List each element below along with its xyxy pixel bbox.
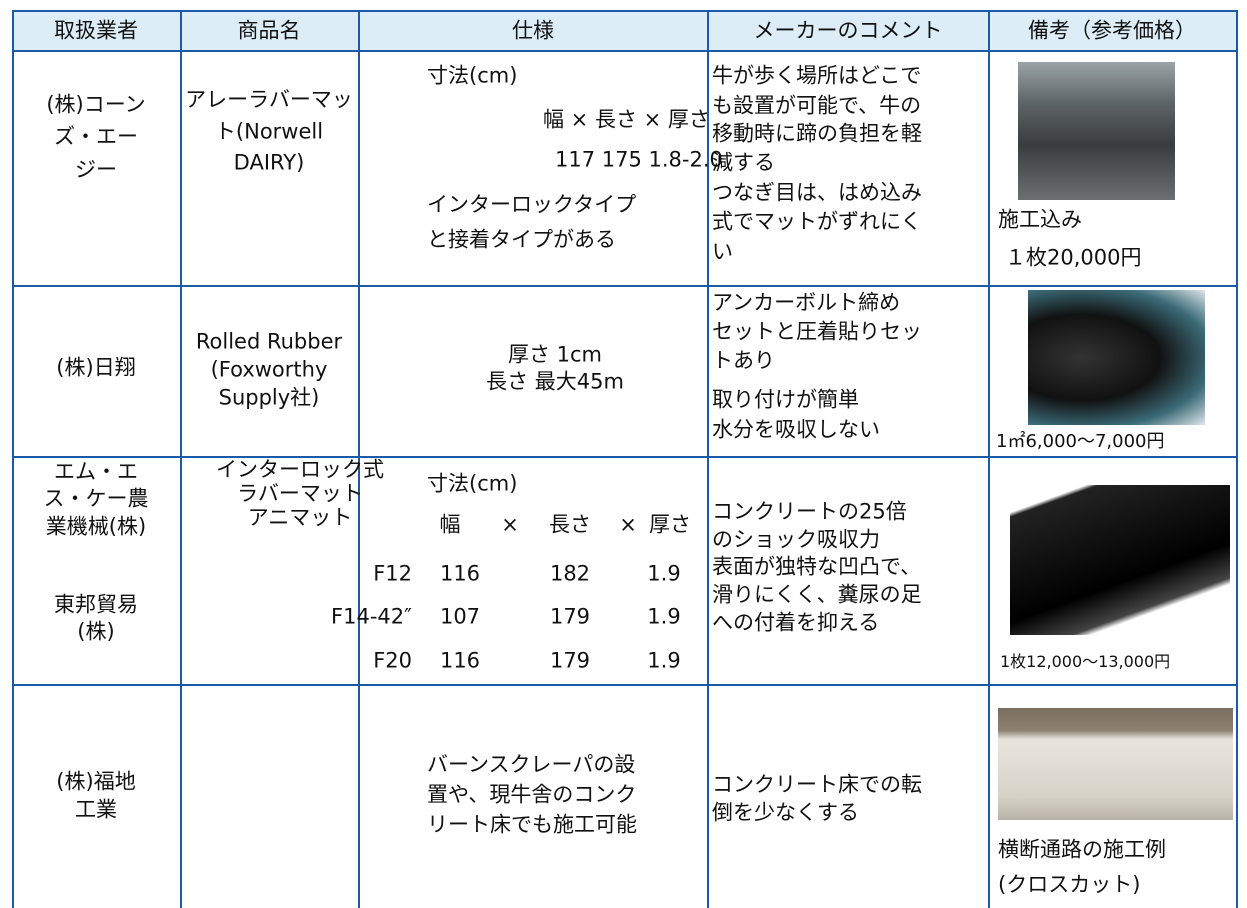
- dimension-value: 116: [439, 561, 481, 586]
- table-border: [12, 50, 1237, 52]
- table-border: [988, 10, 990, 908]
- table-border: [180, 10, 182, 908]
- dimension-value: 179: [549, 648, 591, 673]
- remark-text: １枚20,000円: [1005, 245, 1142, 270]
- spec-header: ×: [619, 512, 637, 537]
- spec-text: 幅 × 長さ × 厚さ: [543, 107, 710, 132]
- table-border: [12, 10, 1237, 12]
- table-border: [12, 285, 1237, 287]
- column-header: 取扱業者: [54, 18, 138, 43]
- company-name: エム・エ: [54, 459, 138, 484]
- company-name: 工業: [75, 797, 117, 822]
- product-name: (Foxworthy: [210, 357, 328, 382]
- product-name: Supply社): [218, 385, 320, 410]
- comment-text: 表面が独特な凹凸で、: [712, 554, 922, 579]
- column-header: 仕様: [512, 18, 554, 43]
- company-name: ス・ケー農: [43, 486, 149, 511]
- product-name: Rolled Rubber: [195, 329, 343, 354]
- comment-text: 水分を吸収しない: [712, 417, 880, 442]
- table-border: [12, 684, 1237, 686]
- company-name: (株): [77, 619, 115, 644]
- product-photo: [998, 708, 1233, 820]
- dimension-value: 182: [549, 561, 591, 586]
- product-name: アニマット: [247, 505, 353, 530]
- comment-text: トあり: [712, 348, 775, 373]
- spec-text: 寸法(cm): [427, 63, 518, 88]
- comment-text: アンカーボルト締め: [712, 290, 901, 315]
- remark-text: 施工込み: [998, 207, 1082, 232]
- product-name: DAIRY): [233, 150, 305, 175]
- dimension-value: 179: [549, 604, 591, 629]
- table-border: [707, 10, 709, 908]
- company-name: (株)福地: [56, 769, 136, 794]
- comment-text: への付着を抑える: [712, 610, 880, 635]
- comment-text: 牛が歩く場所はどこで: [712, 63, 922, 88]
- company-name: ズ・エー: [54, 124, 138, 149]
- spec-header: ×: [501, 512, 519, 537]
- comment-text: 滑りにくく、糞尿の足: [712, 582, 922, 607]
- dimension-value: 116: [439, 648, 481, 673]
- company-name: (株)コーン: [46, 92, 146, 117]
- comment-text: のショック吸収力: [712, 527, 880, 552]
- comment-text: 減する: [712, 150, 775, 175]
- company-name: ジー: [75, 157, 117, 182]
- product-name: インターロック式: [216, 457, 384, 482]
- spec-text: 寸法(cm): [427, 471, 518, 496]
- header-background: [12, 10, 1236, 50]
- comment-text: 倒を少なくする: [712, 800, 859, 825]
- comment-text: 式でマットがずれにく: [712, 209, 922, 234]
- comment-text: セットと圧着貼りセッ: [712, 319, 922, 344]
- remark-text: 1枚12,000～13,000円: [1000, 652, 1171, 671]
- table-border: [1236, 10, 1238, 908]
- table-border: [12, 10, 14, 908]
- model-name: F14-42″: [331, 604, 412, 629]
- dimension-value: 107: [439, 604, 481, 629]
- spec-text: と接着タイプがある: [427, 227, 616, 252]
- product-photo: [1010, 485, 1230, 635]
- spec-text: 置や、現牛舎のコンク: [427, 782, 637, 807]
- column-header: 商品名: [237, 18, 301, 43]
- company-name: (株)日翔: [56, 355, 136, 380]
- remark-text: (クロスカット): [998, 872, 1141, 897]
- spec-header: 長さ: [549, 512, 591, 537]
- comment-text: も設置が可能で、牛の: [712, 93, 922, 118]
- product-photo: [1028, 290, 1205, 425]
- spec-header: 幅: [439, 512, 461, 537]
- product-photo: [1018, 62, 1175, 200]
- spec-header: 厚さ: [649, 512, 691, 537]
- product-name: ラバーマット: [237, 481, 363, 506]
- dimension-value: 1.9: [647, 604, 681, 629]
- table-border: [12, 456, 1237, 458]
- column-header: 備考（参考価格）: [1028, 18, 1196, 43]
- spec-text: 117 175 1.8-2.0: [555, 147, 723, 172]
- spec-text: インターロックタイプ: [427, 192, 637, 217]
- table-border: [358, 10, 360, 908]
- comment-text: つなぎ目は、はめ込み: [712, 180, 922, 205]
- spec-text: 厚さ 1cm: [507, 342, 603, 367]
- dimension-value: 1.9: [647, 561, 681, 586]
- comment-text: い: [712, 239, 733, 264]
- comment-text: 移動時に蹄の負担を軽: [712, 121, 922, 146]
- comment-text: コンクリートの25倍: [712, 499, 907, 524]
- comment-text: 取り付けが簡単: [712, 387, 859, 412]
- model-name: F20: [373, 648, 412, 673]
- model-name: F12: [373, 561, 412, 586]
- column-header: メーカーのコメント: [753, 18, 943, 43]
- remark-text: 1㎡6,000～7,000円: [996, 431, 1165, 452]
- dimension-value: 1.9: [647, 648, 681, 673]
- company-name: 東邦貿易: [54, 592, 138, 617]
- comment-text: コンクリート床での転: [712, 772, 922, 797]
- spec-text: リート床でも施工可能: [427, 812, 637, 837]
- remark-text: 横断通路の施工例: [998, 837, 1166, 862]
- product-name: ト(Norwell: [214, 119, 324, 144]
- spec-text: 長さ 最大45m: [486, 369, 624, 394]
- company-name: 業機械(株): [45, 514, 147, 539]
- product-name: アレーラバーマッ: [185, 87, 353, 112]
- spec-text: バーンスクレーパの設: [427, 752, 636, 777]
